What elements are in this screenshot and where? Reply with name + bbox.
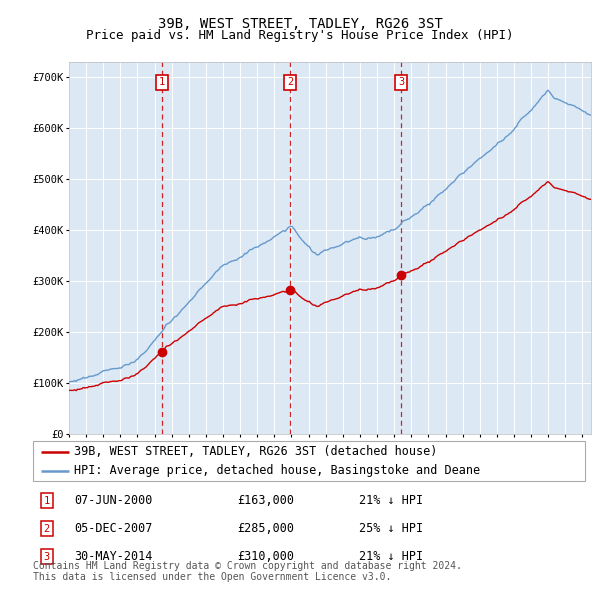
Text: 2: 2: [287, 77, 293, 87]
Text: 05-DEC-2007: 05-DEC-2007: [74, 522, 153, 535]
Text: Contains HM Land Registry data © Crown copyright and database right 2024.
This d: Contains HM Land Registry data © Crown c…: [33, 560, 462, 582]
Text: 25% ↓ HPI: 25% ↓ HPI: [359, 522, 423, 535]
Text: £310,000: £310,000: [237, 550, 294, 563]
Text: 3: 3: [398, 77, 404, 87]
Text: 1: 1: [44, 496, 50, 506]
Text: HPI: Average price, detached house, Basingstoke and Deane: HPI: Average price, detached house, Basi…: [74, 464, 481, 477]
Text: £163,000: £163,000: [237, 494, 294, 507]
Text: 1: 1: [159, 77, 165, 87]
FancyBboxPatch shape: [33, 441, 585, 481]
Text: 21% ↓ HPI: 21% ↓ HPI: [359, 550, 423, 563]
Text: 3: 3: [44, 552, 50, 562]
Text: 2: 2: [44, 524, 50, 533]
Text: 39B, WEST STREET, TADLEY, RG26 3ST: 39B, WEST STREET, TADLEY, RG26 3ST: [158, 17, 442, 31]
Text: 21% ↓ HPI: 21% ↓ HPI: [359, 494, 423, 507]
Text: £285,000: £285,000: [237, 522, 294, 535]
Text: Price paid vs. HM Land Registry's House Price Index (HPI): Price paid vs. HM Land Registry's House …: [86, 29, 514, 42]
Text: 30-MAY-2014: 30-MAY-2014: [74, 550, 153, 563]
Text: 39B, WEST STREET, TADLEY, RG26 3ST (detached house): 39B, WEST STREET, TADLEY, RG26 3ST (deta…: [74, 445, 438, 458]
Text: 07-JUN-2000: 07-JUN-2000: [74, 494, 153, 507]
